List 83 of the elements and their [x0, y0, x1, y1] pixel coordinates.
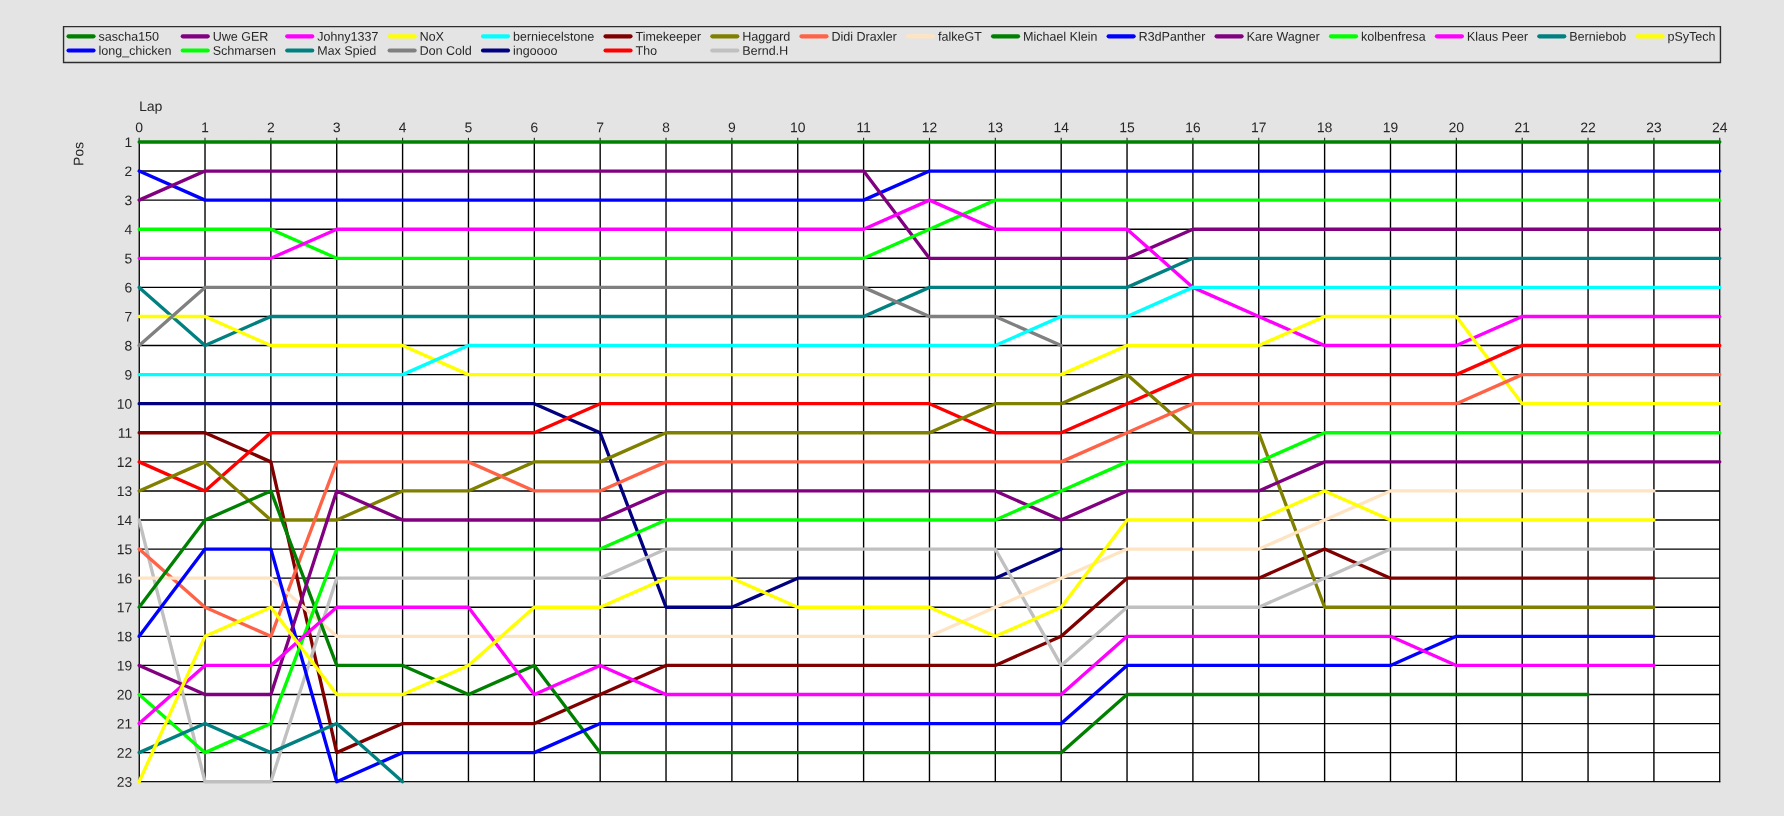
- legend-label: Kare Wagner: [1247, 32, 1320, 44]
- y-tick-label: 14: [117, 515, 132, 526]
- legend-label: berniecelstone: [513, 31, 594, 41]
- legend-label: Bernd.H: [743, 45, 788, 55]
- y-tick-label: 7: [125, 311, 132, 322]
- y-axis-title: Pos: [73, 142, 84, 165]
- legend-label: Max Spied: [318, 45, 376, 58]
- x-tick-label: 1: [202, 122, 209, 133]
- x-tick-label: 5: [465, 122, 472, 133]
- x-tick-label: 12: [922, 122, 937, 133]
- legend-label: Haggard: [743, 31, 790, 44]
- y-tick-label: 13: [117, 486, 132, 497]
- line-series: [137, 285, 1722, 377]
- line-series: [137, 460, 1722, 697]
- legend-label: Klaus Peer: [1467, 31, 1528, 41]
- x-tick-label: 4: [399, 122, 407, 133]
- legend-label: long_chicken: [99, 45, 171, 58]
- legend-label: pSyTech: [1668, 31, 1715, 44]
- line-series: [137, 402, 1063, 609]
- x-tick-label: 16: [1186, 122, 1201, 133]
- x-tick-label: 17: [1252, 122, 1266, 133]
- y-tick-label: 23: [117, 777, 132, 787]
- x-tick-label: 20: [1449, 122, 1464, 133]
- y-tick-label: 19: [117, 660, 132, 671]
- x-tick-label: 18: [1317, 122, 1332, 133]
- line-series: [137, 489, 1656, 638]
- x-tick-label: 14: [1054, 122, 1069, 133]
- y-tick-label: 21: [117, 718, 132, 729]
- x-axis-title: Lap: [140, 101, 162, 114]
- legend-label: Johny1337: [317, 31, 378, 44]
- line-series: [137, 169, 1722, 260]
- y-tick-label: 12: [117, 457, 132, 467]
- y-tick-label: 2: [125, 166, 132, 177]
- y-tick-label: 3: [125, 195, 132, 206]
- x-tick-label: 0: [135, 122, 143, 133]
- x-tick-label: 24: [1712, 122, 1728, 133]
- x-tick-label: 15: [1120, 122, 1135, 133]
- legend-label: falkeGT: [938, 31, 982, 41]
- y-tick-label: 1: [125, 137, 132, 148]
- legend-label: Michael Klein: [1024, 31, 1097, 41]
- legend-label: Berniebob: [1570, 31, 1626, 41]
- legend-label: sascha150: [98, 31, 159, 41]
- x-tick-label: 19: [1383, 122, 1398, 133]
- y-tick-label: 15: [117, 544, 132, 555]
- y-tick-label: 11: [118, 428, 132, 438]
- y-tick-label: 5: [125, 253, 132, 264]
- legend-label: Tho: [635, 45, 657, 55]
- legend-label: R3dPanther: [1139, 31, 1206, 41]
- x-tick-label: 23: [1646, 122, 1662, 133]
- y-tick-label: 18: [117, 631, 132, 642]
- line-series: [137, 605, 1656, 726]
- line-series: [137, 343, 1722, 493]
- y-tick-label: 8: [125, 340, 132, 351]
- x-tick-label: 8: [662, 122, 670, 133]
- x-tick-label: 3: [333, 122, 340, 133]
- line-series: [137, 198, 1722, 348]
- y-tick-label: 4: [124, 224, 132, 235]
- x-tick-label: 21: [1515, 122, 1530, 133]
- y-tick-label: 20: [117, 689, 132, 700]
- x-tick-label: 7: [597, 122, 604, 133]
- x-tick-label: 13: [988, 122, 1003, 133]
- legend-label: ingoooo: [513, 45, 557, 58]
- legend-label: kolbenfresa: [1361, 31, 1426, 41]
- x-tick-label: 6: [531, 122, 538, 133]
- legend-label: Schmarsen: [213, 45, 276, 55]
- legend-label: Uwe GER: [213, 31, 268, 41]
- y-tick-label: 22: [117, 747, 132, 758]
- x-tick-label: 9: [728, 122, 736, 133]
- x-tick-label: 10: [791, 122, 805, 133]
- y-tick-label: 10: [117, 399, 132, 409]
- x-tick-label: 11: [857, 122, 871, 133]
- line-series: [137, 314, 1722, 406]
- legend-label: NoX: [420, 32, 444, 41]
- y-tick-label: 6: [125, 282, 132, 293]
- legend-label: Timekeeper: [635, 31, 701, 44]
- line-series: [137, 256, 1722, 348]
- x-tick-label: 2: [267, 122, 275, 133]
- y-tick-label: 9: [125, 369, 132, 380]
- y-tick-label: 16: [117, 573, 132, 584]
- legend-label: Don Cold: [420, 45, 471, 55]
- y-tick-label: 17: [117, 602, 132, 613]
- legend-label: Didi Draxler: [832, 31, 897, 41]
- x-tick-label: 22: [1581, 122, 1596, 133]
